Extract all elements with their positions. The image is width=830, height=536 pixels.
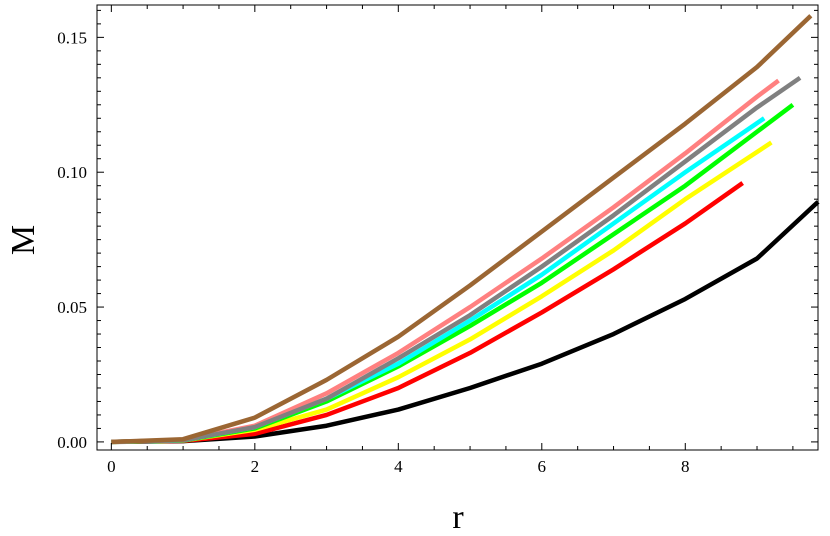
- x-tick-label: 2: [251, 457, 260, 476]
- y-tick-label: 0.00: [57, 433, 87, 452]
- series-line-6: [111, 78, 780, 445]
- x-tick-label: 8: [681, 457, 690, 476]
- x-axis-title: r: [452, 499, 464, 536]
- y-tick-label: 0.05: [57, 298, 87, 317]
- x-tick-label: 0: [107, 457, 116, 476]
- x-axis-ticks: 0 2 4 6 8: [107, 5, 794, 476]
- y-axis-title: M: [5, 225, 42, 255]
- series-line-7: [111, 75, 802, 445]
- y-tick-label: 0.15: [57, 28, 87, 47]
- y-tick-label: 0.10: [57, 163, 87, 182]
- y-axis-ticks: 0.00 0.05 0.10 0.15: [57, 9, 818, 452]
- plot-frame: [96, 4, 819, 451]
- x-tick-label: 6: [538, 457, 547, 476]
- series-layer: [111, 14, 820, 445]
- plot-border: [96, 4, 819, 451]
- x-tick-label: 4: [394, 457, 403, 476]
- series-line-8: [111, 14, 813, 445]
